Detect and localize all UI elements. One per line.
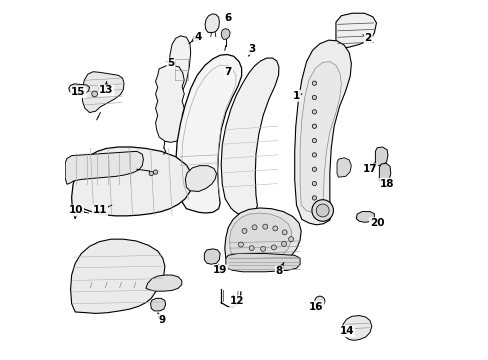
Text: 13: 13 — [99, 85, 113, 95]
Circle shape — [282, 230, 286, 235]
Polygon shape — [229, 213, 291, 262]
Text: 19: 19 — [212, 265, 227, 275]
Polygon shape — [356, 212, 373, 222]
Polygon shape — [150, 298, 165, 311]
Polygon shape — [300, 62, 341, 212]
Text: 14: 14 — [339, 326, 353, 336]
Circle shape — [238, 242, 243, 247]
Circle shape — [312, 124, 316, 129]
Text: 12: 12 — [230, 296, 244, 306]
Circle shape — [311, 200, 333, 221]
Circle shape — [272, 226, 277, 231]
Circle shape — [149, 171, 153, 176]
Polygon shape — [221, 58, 278, 215]
Polygon shape — [375, 147, 387, 166]
Text: 8: 8 — [275, 266, 283, 276]
Circle shape — [312, 95, 316, 100]
Polygon shape — [379, 163, 390, 184]
Polygon shape — [204, 14, 219, 33]
Text: 9: 9 — [158, 315, 165, 325]
Circle shape — [316, 204, 328, 217]
Circle shape — [281, 241, 286, 246]
Text: 3: 3 — [247, 44, 255, 54]
Polygon shape — [185, 166, 216, 192]
Text: 17: 17 — [362, 164, 377, 174]
Circle shape — [312, 81, 316, 85]
Polygon shape — [341, 316, 371, 340]
Circle shape — [312, 138, 316, 143]
Polygon shape — [65, 151, 143, 184]
Polygon shape — [169, 36, 190, 94]
Circle shape — [312, 110, 316, 114]
Text: 18: 18 — [379, 179, 394, 189]
Circle shape — [312, 181, 316, 186]
Polygon shape — [175, 54, 241, 213]
Polygon shape — [204, 249, 220, 264]
Polygon shape — [335, 13, 376, 49]
Polygon shape — [336, 158, 351, 177]
Circle shape — [99, 87, 102, 90]
Text: 6: 6 — [224, 13, 231, 23]
Polygon shape — [82, 72, 124, 113]
Circle shape — [242, 228, 246, 233]
Text: 11: 11 — [93, 206, 107, 216]
Text: 16: 16 — [308, 302, 323, 312]
Text: 5: 5 — [167, 58, 174, 68]
Polygon shape — [225, 253, 300, 272]
Circle shape — [314, 296, 324, 306]
Circle shape — [312, 153, 316, 157]
Text: 4: 4 — [194, 32, 201, 41]
Circle shape — [249, 246, 254, 251]
Polygon shape — [294, 40, 351, 225]
Circle shape — [251, 225, 257, 230]
Polygon shape — [155, 64, 184, 142]
Circle shape — [271, 245, 276, 250]
Polygon shape — [145, 275, 182, 291]
Circle shape — [153, 170, 158, 174]
Circle shape — [260, 246, 265, 251]
Polygon shape — [69, 84, 89, 93]
Text: 7: 7 — [224, 67, 232, 77]
Polygon shape — [72, 147, 192, 219]
Circle shape — [262, 224, 267, 229]
Circle shape — [288, 237, 293, 242]
Text: 1: 1 — [292, 91, 300, 101]
Text: 15: 15 — [71, 87, 85, 97]
Circle shape — [312, 167, 316, 171]
Polygon shape — [224, 208, 301, 268]
Text: 10: 10 — [68, 206, 83, 216]
Polygon shape — [221, 29, 230, 40]
Polygon shape — [70, 239, 164, 314]
Circle shape — [312, 196, 316, 200]
Text: 20: 20 — [369, 218, 384, 228]
Circle shape — [92, 91, 97, 97]
Text: 2: 2 — [364, 33, 371, 43]
